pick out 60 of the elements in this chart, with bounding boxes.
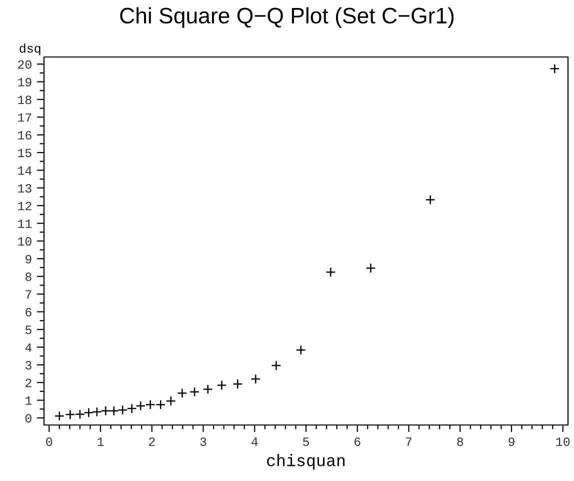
point <box>190 386 200 397</box>
point <box>84 408 94 418</box>
x-tick-label: 8 <box>457 438 464 446</box>
point <box>54 410 64 421</box>
x-tick-label: 3 <box>200 438 206 446</box>
point <box>118 404 128 415</box>
point <box>156 400 166 410</box>
point <box>145 400 156 410</box>
y-tick-label: 6 <box>26 308 32 316</box>
y-tick-label: 1 <box>26 396 32 405</box>
y-tick-label: 2 <box>26 378 32 388</box>
y-tick-label: 12 <box>18 202 32 210</box>
point <box>100 406 111 416</box>
point <box>166 396 176 406</box>
point <box>366 263 376 274</box>
y-tick-label: 15 <box>18 148 32 158</box>
x-tick-label: 2 <box>149 438 155 446</box>
point <box>271 360 282 371</box>
point <box>550 64 560 74</box>
point <box>108 406 119 416</box>
y-axis-title: dsq <box>20 44 40 56</box>
x-tick-label: 6 <box>354 438 360 446</box>
y-tick-label: 17 <box>18 113 32 122</box>
y-tick-label: 11 <box>18 220 32 228</box>
point <box>250 374 261 384</box>
point <box>177 388 188 398</box>
y-tick-label: 4 <box>25 343 32 352</box>
y-tick-label: 5 <box>25 326 32 334</box>
y-tick-label: 19 <box>18 78 32 86</box>
point <box>92 406 102 417</box>
x-axis-title: chisquan <box>267 454 345 470</box>
x-tick-label: 9 <box>508 438 514 446</box>
x-tick-label: 7 <box>406 438 412 446</box>
y-tick-label: 10 <box>18 237 32 246</box>
y-tick-label: 16 <box>18 131 32 140</box>
point <box>136 400 146 411</box>
point <box>126 404 137 414</box>
point <box>65 410 76 420</box>
x-tick-label: 1 <box>98 438 104 446</box>
point <box>326 267 336 278</box>
y-tick-label: 7 <box>26 290 32 299</box>
y-tick-label: 18 <box>18 96 32 104</box>
x-tick-label: 10 <box>556 438 570 446</box>
point <box>232 378 243 389</box>
point <box>296 344 306 355</box>
point <box>425 194 436 205</box>
point <box>202 384 213 394</box>
y-tick-label: 13 <box>18 184 32 193</box>
y-tick-label: 8 <box>26 272 32 282</box>
chart-title: Chi Square Q−Q Plot (Set C−Gr1) <box>120 7 454 28</box>
y-tick-label: 20 <box>18 60 32 69</box>
y-tick-label: 14 <box>18 166 32 175</box>
x-tick-label: 4 <box>252 438 258 446</box>
point <box>74 409 85 420</box>
y-tick-label: 3 <box>25 361 32 370</box>
x-tick-label: 0 <box>46 438 52 446</box>
x-tick-label: 5 <box>303 438 309 446</box>
y-tick-label: 0 <box>25 414 32 423</box>
point <box>216 380 227 390</box>
y-tick-label: 9 <box>26 254 32 264</box>
